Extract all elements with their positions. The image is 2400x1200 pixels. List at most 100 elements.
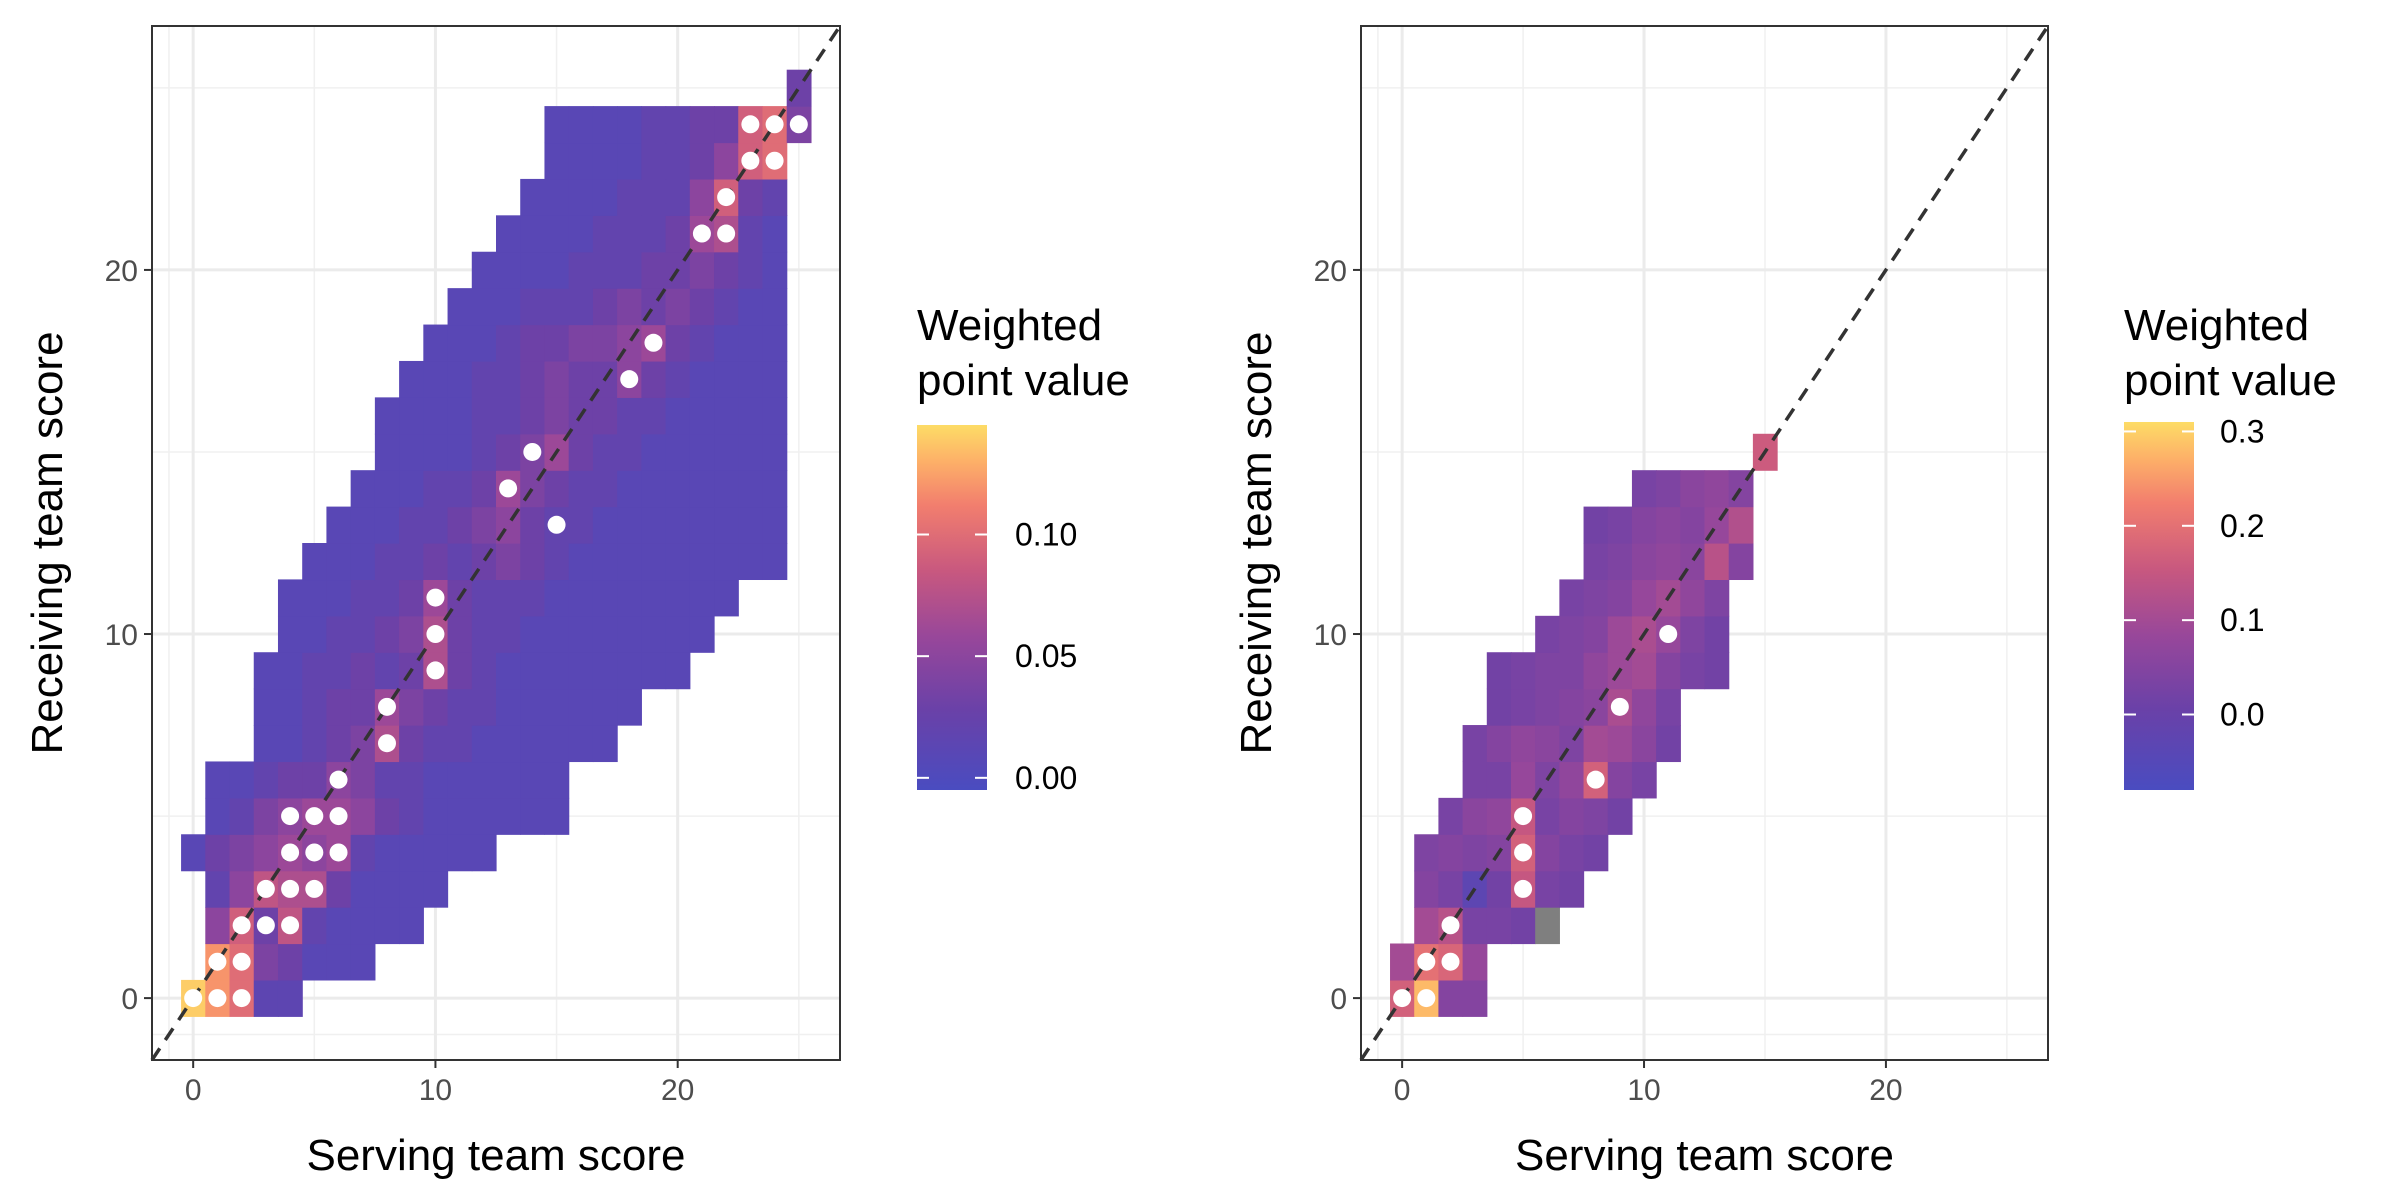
heatmap-tile (1414, 870, 1440, 908)
heatmap-tile (568, 506, 594, 544)
heatmap-tile (350, 834, 376, 872)
heatmap-tile (374, 433, 400, 471)
heatmap-tile (544, 615, 570, 653)
x-tick-label: 20 (661, 1074, 694, 1107)
heatmap-tile (471, 288, 497, 326)
heatmap-tile (592, 288, 618, 326)
heatmap-tile (617, 106, 642, 144)
heatmap-tile (229, 834, 255, 872)
heatmap-tile (229, 761, 255, 799)
heatmap-tile (738, 433, 764, 471)
heatmap-tile (1704, 470, 1730, 508)
heatmap-tile (1583, 506, 1609, 544)
heatmap-tile (277, 579, 303, 617)
heatmap-tile (592, 397, 618, 435)
heatmap-tile (374, 907, 400, 945)
heatmap-tile (1656, 470, 1681, 508)
heatmap-tile (568, 142, 594, 180)
heatmap-tile (423, 397, 449, 435)
heatmap-tile (641, 652, 667, 690)
heatmap-tile (496, 761, 521, 799)
heatmap-tile (1704, 652, 1730, 690)
heatmap-tile (423, 797, 449, 835)
heatmap-tile (374, 470, 400, 508)
heatmap-tile (1462, 979, 1488, 1017)
heatmap-tile (1656, 652, 1681, 690)
heatmap-tile (423, 543, 449, 581)
heatmap-tile (568, 470, 594, 508)
heatmap-tile (1462, 834, 1488, 872)
heatmap-tile (689, 615, 715, 653)
heatmap-tile (544, 397, 570, 435)
x-tick-label: 20 (1869, 1074, 1902, 1107)
heatmap-tile (544, 470, 570, 508)
heatmap-tile (302, 543, 328, 581)
heatmap-tile (1631, 688, 1657, 726)
heatmap-tile (399, 725, 424, 763)
heatmap-tile (350, 907, 376, 945)
heatmap-tile (641, 506, 667, 544)
heatmap-tile (253, 652, 279, 690)
heatmap-tile (592, 433, 618, 471)
left-heatmap-panel: 0 10 20 0 10 20 Serving team score Receiving te… (23, 25, 1130, 1180)
heatmap-tile (520, 178, 546, 216)
heatmap-tile (326, 615, 352, 653)
legend-tick-label: 0.2 (2220, 508, 2264, 544)
data-point (232, 916, 251, 935)
heatmap-tile (1631, 652, 1657, 690)
heatmap-tile (399, 907, 424, 945)
heatmap-tile (568, 725, 594, 763)
reference-line-y-equals-x (1359, 25, 2050, 1061)
heatmap-tile (1535, 834, 1560, 872)
heatmap-tile (302, 943, 328, 981)
heatmap-tile (665, 215, 691, 253)
heatmap-tile (762, 543, 788, 581)
heatmap-tile (1631, 761, 1657, 799)
heatmap-tile (253, 943, 279, 981)
heatmap-tile (1607, 725, 1633, 763)
heatmap-tile (423, 761, 449, 799)
heatmap-tile (302, 688, 328, 726)
heatmap-tile (665, 360, 691, 398)
y-tick-label: 0 (1330, 983, 1347, 1016)
heatmap-tile (1559, 834, 1585, 872)
heatmap-tile (738, 251, 764, 289)
heatmap-tile (1607, 797, 1633, 835)
y-tick-label: 10 (105, 619, 138, 652)
legend-colorbar (2124, 422, 2194, 790)
heatmap-tile (205, 834, 231, 872)
heatmap-tile (762, 288, 788, 326)
heatmap-tile (1559, 579, 1585, 617)
data-point (1514, 843, 1533, 862)
heatmap-tile (1680, 579, 1706, 617)
heatmap-tile (1631, 725, 1657, 763)
heatmap-tile (205, 797, 231, 835)
heatmap-tile (399, 579, 424, 617)
heatmap-tile (253, 761, 279, 799)
heatmap-tile (544, 106, 570, 144)
heatmap-tile (447, 652, 473, 690)
heatmap-tile (592, 652, 618, 690)
heatmap-tile (617, 433, 642, 471)
heatmap-tile (714, 106, 739, 144)
heatmap-tile (1486, 725, 1512, 763)
heatmap-tile (714, 433, 739, 471)
heatmap-tile (520, 397, 546, 435)
heatmap-tile (1631, 506, 1657, 544)
heatmap-tile (592, 543, 618, 581)
heatmap-tile (689, 288, 715, 326)
data-point (377, 697, 396, 716)
heatmap-tile (1559, 652, 1585, 690)
heatmap-tile (471, 324, 497, 362)
heatmap-tile (1486, 870, 1512, 908)
heatmap-tile (617, 688, 642, 726)
heatmap-tile (520, 579, 546, 617)
heatmap-tile (423, 433, 449, 471)
heatmap-tile (568, 579, 594, 617)
heatmap-tile (496, 797, 521, 835)
heatmap-tile (617, 506, 642, 544)
heatmap-tile (205, 761, 231, 799)
legend-tick-label: 0.00 (1015, 760, 1077, 796)
heatmap-tile (277, 615, 303, 653)
heatmap-tile (738, 215, 764, 253)
